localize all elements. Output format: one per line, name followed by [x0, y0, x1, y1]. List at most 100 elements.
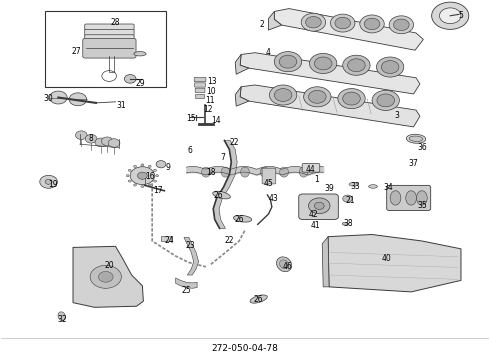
Text: 46: 46: [283, 262, 293, 271]
FancyBboxPatch shape: [299, 194, 338, 220]
Polygon shape: [235, 54, 249, 74]
Circle shape: [389, 16, 414, 34]
Circle shape: [98, 271, 113, 282]
Circle shape: [69, 93, 87, 106]
Ellipse shape: [201, 167, 210, 177]
Circle shape: [304, 87, 331, 107]
Text: 16: 16: [145, 172, 154, 181]
Circle shape: [274, 89, 292, 102]
Ellipse shape: [134, 165, 137, 167]
Ellipse shape: [213, 191, 230, 199]
Text: 43: 43: [269, 194, 278, 203]
Circle shape: [331, 14, 355, 32]
Circle shape: [130, 167, 155, 185]
Polygon shape: [175, 278, 197, 288]
Text: 34: 34: [383, 183, 393, 192]
Ellipse shape: [148, 165, 151, 167]
Circle shape: [440, 8, 461, 24]
Ellipse shape: [299, 167, 308, 177]
Text: 3: 3: [394, 111, 399, 120]
Text: 41: 41: [311, 221, 320, 230]
Circle shape: [338, 89, 365, 109]
Text: 24: 24: [165, 236, 174, 245]
Polygon shape: [213, 140, 237, 228]
Text: 29: 29: [135, 79, 145, 88]
Circle shape: [306, 17, 321, 28]
Circle shape: [274, 51, 302, 72]
Polygon shape: [240, 85, 420, 127]
Circle shape: [138, 172, 147, 179]
Ellipse shape: [349, 183, 358, 186]
Ellipse shape: [128, 169, 131, 171]
Circle shape: [49, 91, 67, 104]
Circle shape: [40, 175, 57, 188]
Ellipse shape: [276, 257, 292, 272]
Circle shape: [310, 53, 337, 73]
Text: 10: 10: [206, 86, 216, 95]
Circle shape: [124, 75, 136, 83]
Circle shape: [156, 161, 166, 168]
Text: 14: 14: [211, 116, 220, 125]
Bar: [161, 235, 171, 241]
Circle shape: [372, 90, 399, 111]
Ellipse shape: [148, 184, 151, 186]
Ellipse shape: [233, 215, 252, 222]
Text: 30: 30: [43, 94, 53, 103]
Circle shape: [343, 195, 352, 202]
Text: 44: 44: [306, 166, 316, 175]
Polygon shape: [328, 234, 461, 292]
Text: 11: 11: [205, 96, 215, 105]
Text: 31: 31: [117, 101, 126, 110]
Text: 6: 6: [188, 146, 193, 155]
Ellipse shape: [154, 180, 156, 182]
Circle shape: [335, 17, 350, 29]
Ellipse shape: [409, 136, 423, 141]
Ellipse shape: [126, 175, 129, 177]
Ellipse shape: [156, 175, 159, 177]
Text: 23: 23: [185, 241, 195, 250]
Text: 26: 26: [234, 215, 244, 224]
Text: 19: 19: [48, 180, 58, 189]
Text: 39: 39: [324, 184, 334, 193]
Ellipse shape: [342, 222, 348, 225]
Ellipse shape: [390, 191, 401, 205]
Text: 5: 5: [459, 11, 464, 20]
Ellipse shape: [280, 260, 289, 269]
Text: 26: 26: [254, 294, 264, 303]
FancyBboxPatch shape: [85, 24, 134, 31]
Circle shape: [343, 92, 360, 105]
FancyBboxPatch shape: [85, 30, 134, 36]
Polygon shape: [274, 9, 423, 50]
Polygon shape: [235, 87, 249, 106]
Circle shape: [364, 18, 380, 30]
Polygon shape: [184, 237, 198, 275]
Ellipse shape: [141, 185, 144, 188]
Text: 4: 4: [266, 48, 271, 57]
Text: 45: 45: [264, 179, 273, 188]
Text: 8: 8: [89, 134, 94, 143]
Text: 17: 17: [153, 185, 163, 194]
Circle shape: [45, 179, 52, 184]
Polygon shape: [240, 53, 420, 94]
FancyBboxPatch shape: [196, 94, 204, 99]
Ellipse shape: [280, 167, 289, 177]
Circle shape: [377, 94, 394, 107]
Text: 37: 37: [409, 159, 418, 168]
Circle shape: [279, 55, 297, 68]
FancyBboxPatch shape: [83, 39, 136, 58]
Text: 22: 22: [224, 237, 234, 246]
Circle shape: [347, 59, 365, 72]
Ellipse shape: [134, 51, 146, 56]
Text: 12: 12: [204, 105, 213, 114]
FancyBboxPatch shape: [85, 35, 134, 41]
Ellipse shape: [134, 184, 137, 186]
Circle shape: [270, 85, 297, 105]
Text: 13: 13: [207, 77, 217, 86]
Text: 28: 28: [111, 18, 120, 27]
Polygon shape: [269, 12, 282, 30]
Ellipse shape: [241, 167, 249, 177]
Text: 32: 32: [57, 315, 67, 324]
Text: 36: 36: [417, 143, 427, 152]
Text: 9: 9: [166, 163, 171, 172]
Ellipse shape: [58, 312, 66, 321]
